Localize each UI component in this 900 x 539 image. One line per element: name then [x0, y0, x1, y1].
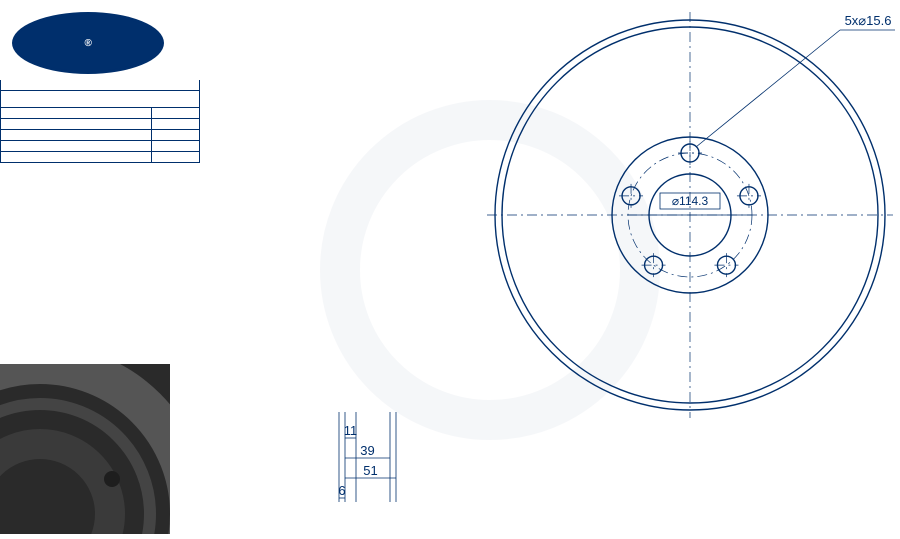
spec-value	[152, 152, 200, 163]
table-row	[1, 108, 200, 119]
spec-value	[152, 119, 200, 130]
table-row	[1, 119, 200, 130]
svg-text:⌀114.3: ⌀114.3	[672, 194, 709, 208]
technical-drawing: 6 1139 51 5x⌀15.6 ⌀114.3	[210, 0, 900, 534]
spec-value	[152, 130, 200, 141]
spec-value	[152, 108, 200, 119]
svg-text:11: 11	[344, 423, 358, 438]
part-number	[1, 91, 200, 108]
table-row	[1, 152, 200, 163]
table-row	[1, 141, 200, 152]
spec-label	[1, 108, 152, 119]
left-column: ®	[0, 0, 210, 171]
spec-table	[0, 80, 200, 163]
spec-label	[1, 141, 152, 152]
svg-text:5x⌀15.6: 5x⌀15.6	[845, 13, 892, 28]
svg-text:51: 51	[363, 463, 377, 478]
svg-text:6: 6	[338, 483, 345, 498]
spec-label	[1, 130, 152, 141]
svg-text:39: 39	[360, 443, 374, 458]
spec-value	[152, 141, 200, 152]
coating-note	[0, 163, 210, 171]
standard-label	[1, 80, 200, 91]
product-thumbnail	[0, 364, 170, 534]
table-row	[1, 130, 200, 141]
spec-label	[1, 152, 152, 163]
spec-label	[1, 119, 152, 130]
brand-logo: ®	[8, 8, 168, 78]
